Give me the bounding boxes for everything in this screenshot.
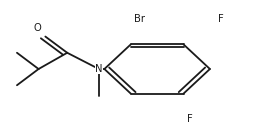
Text: Br: Br (134, 14, 145, 24)
Text: F: F (218, 14, 224, 24)
Text: F: F (187, 114, 193, 124)
Text: O: O (34, 23, 41, 33)
Text: N: N (95, 64, 103, 74)
